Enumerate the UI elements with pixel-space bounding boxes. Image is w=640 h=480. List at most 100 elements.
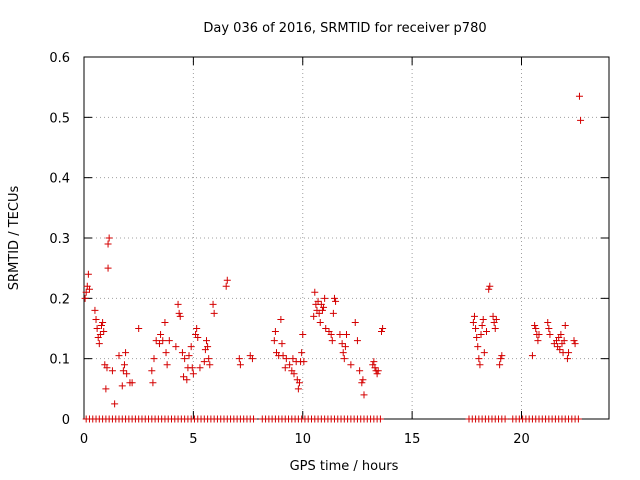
data-point [356, 367, 364, 375]
data-point [187, 343, 195, 351]
data-point [122, 349, 130, 357]
data-point [473, 334, 481, 342]
data-point [546, 331, 554, 339]
data-point [271, 328, 279, 336]
y-tick-label: 0 [62, 413, 70, 428]
data-point [105, 234, 113, 242]
x-tick-label: 20 [513, 432, 530, 447]
data-point [563, 355, 571, 363]
data-point [496, 361, 504, 369]
data-point [206, 361, 214, 369]
data-point [278, 340, 286, 348]
data-point [497, 355, 505, 363]
data-point [194, 334, 202, 342]
x-tick-label: 15 [404, 432, 421, 447]
data-point [108, 367, 116, 375]
data-point [250, 415, 258, 423]
data-point [102, 385, 110, 393]
data-point [475, 355, 483, 363]
data-point [470, 312, 478, 320]
data-point [358, 379, 366, 387]
data-point [150, 355, 158, 363]
data-point [161, 318, 169, 326]
y-tick-label: 0.2 [49, 292, 70, 307]
data-point [329, 309, 337, 317]
data-point [528, 352, 536, 360]
data-point [128, 379, 136, 387]
data-point [370, 358, 378, 366]
data-point [104, 240, 112, 248]
data-point [315, 309, 323, 317]
data-point [336, 331, 344, 339]
data-point [318, 306, 326, 314]
data-point [281, 364, 289, 372]
data-point [483, 328, 490, 336]
data-point [149, 379, 157, 387]
data-point [286, 361, 294, 369]
data-point [157, 331, 165, 339]
data-point [92, 315, 100, 323]
data-point [176, 312, 184, 320]
data-point [222, 282, 230, 290]
data-point [123, 370, 131, 378]
x-tick-label: 10 [294, 432, 311, 447]
data-point [476, 361, 484, 369]
data-point [300, 358, 308, 366]
data-point [236, 361, 244, 369]
data-point [120, 361, 128, 369]
data-point [479, 315, 487, 323]
data-point [310, 312, 318, 320]
data-point [535, 331, 543, 339]
data-point [98, 321, 105, 329]
data-point [371, 364, 379, 372]
data-point [119, 367, 127, 375]
data-point [359, 376, 367, 384]
data-point [165, 337, 173, 345]
data-point [314, 297, 322, 305]
data-point [480, 349, 488, 357]
data-point [185, 352, 193, 360]
data-point [209, 300, 217, 308]
data-point [545, 325, 553, 332]
data-point [544, 318, 552, 326]
data-point [277, 315, 285, 323]
data-point [200, 358, 208, 366]
data-point [492, 315, 500, 323]
data-point [96, 331, 104, 339]
data-point [290, 370, 298, 378]
data-point [178, 349, 186, 357]
data-point [210, 309, 218, 317]
data-point [118, 382, 126, 390]
data-point [270, 337, 278, 345]
data-point [376, 415, 384, 423]
data-point [155, 340, 163, 348]
data-point [181, 355, 189, 363]
data-point [338, 340, 346, 348]
data-point [575, 92, 583, 100]
data-point [560, 337, 568, 345]
data-point [148, 367, 156, 375]
data-point [279, 352, 287, 360]
data-point [557, 331, 565, 339]
data-point [196, 364, 204, 372]
data-point [180, 373, 188, 381]
data-point [501, 415, 509, 423]
data-point [100, 328, 108, 336]
tick-labels: 0 0.1 0.2 0.3 0.4 0.5 0.6 0 5 10 15 20 [49, 51, 529, 447]
data-point [115, 352, 123, 360]
data-point [99, 318, 107, 326]
data-point [82, 288, 90, 296]
data-point [135, 325, 143, 332]
data-point [311, 288, 319, 296]
data-point [341, 343, 349, 351]
data-point [474, 343, 482, 351]
data-point [332, 297, 340, 305]
y-axis-label: SRMTID / TECUs [7, 186, 22, 291]
y-tick-label: 0.5 [49, 111, 70, 126]
data-point [327, 331, 335, 339]
x-tick-label: 5 [189, 432, 197, 447]
data-point [203, 337, 210, 345]
y-tick-label: 0.3 [49, 232, 70, 247]
data-point [556, 346, 564, 354]
